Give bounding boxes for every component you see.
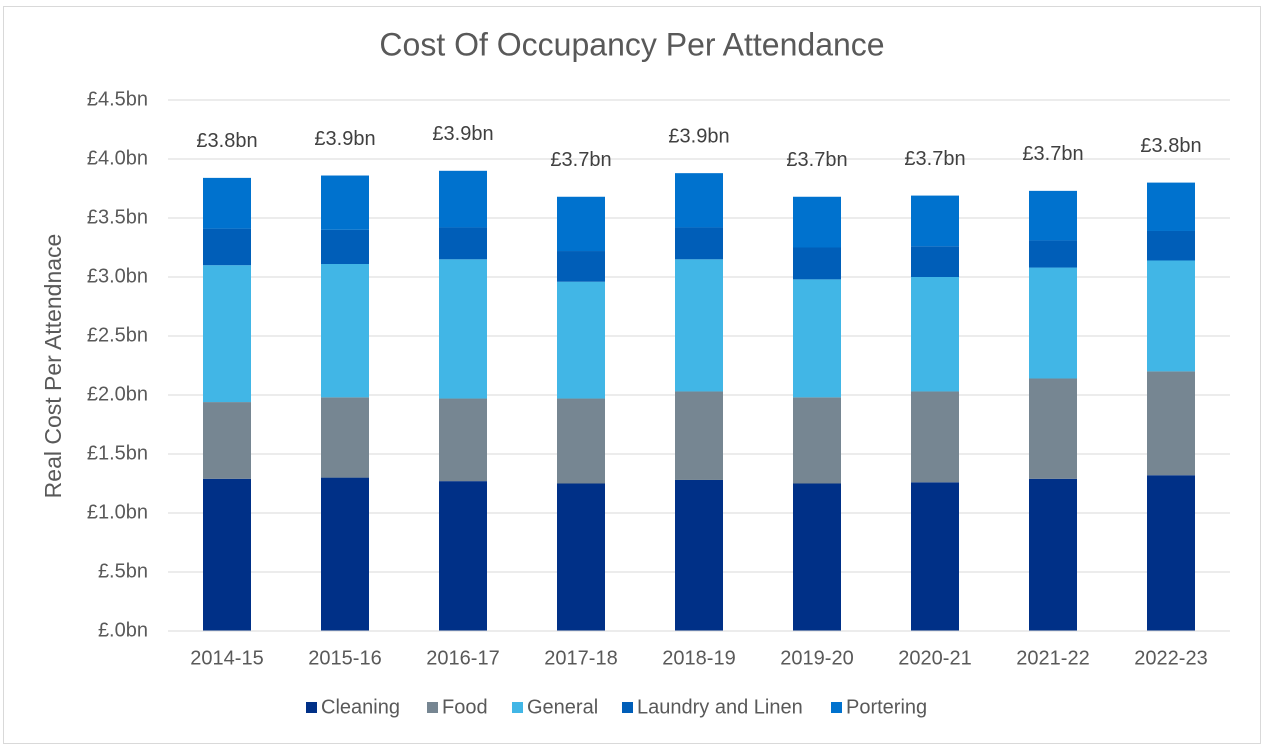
total-label: £3.8bn (196, 130, 257, 152)
bar-segment (911, 391, 959, 483)
bar-segment (911, 277, 959, 392)
legend-swatch (831, 702, 842, 713)
y-tick-label: £.5bn (98, 560, 148, 582)
total-label: £3.7bn (904, 148, 965, 170)
bar-segment (675, 479, 723, 631)
y-tick-label: £1.0bn (87, 501, 148, 523)
bar-segment (1147, 260, 1195, 372)
legend-label: Laundry and Linen (637, 696, 803, 718)
bar-segment (1147, 182, 1195, 231)
y-tick-label: £4.5bn (87, 88, 148, 110)
bar-segment (1029, 267, 1077, 379)
bar-segment (911, 482, 959, 631)
bar-segment (793, 483, 841, 631)
bar-segment (321, 229, 369, 265)
bar-segment (793, 247, 841, 280)
bar-segment (439, 170, 487, 228)
bar-segment (557, 483, 605, 631)
y-tick-label: £1.5bn (87, 442, 148, 464)
bar-segment (675, 391, 723, 480)
total-label: £3.9bn (668, 125, 729, 147)
y-tick-label: £3.0bn (87, 265, 148, 287)
x-tick-label: 2017-18 (544, 647, 617, 669)
bar-segment (1029, 240, 1077, 268)
y-tick-label: £2.0bn (87, 383, 148, 405)
bar-segment (1029, 378, 1077, 479)
x-tick-label: 2015-16 (308, 647, 381, 669)
bar-segment (321, 264, 369, 398)
total-label: £3.9bn (432, 123, 493, 145)
x-tick-label: 2020-21 (898, 647, 971, 669)
legend-swatch (622, 702, 633, 713)
bar-segment (1147, 475, 1195, 631)
bar-segment (203, 228, 251, 266)
bar-segment (439, 481, 487, 631)
bar-segment (793, 279, 841, 398)
bar-segment (793, 196, 841, 248)
total-label: £3.8bn (1140, 135, 1201, 157)
bar-segment (439, 398, 487, 482)
bar-segment (793, 397, 841, 484)
bar-segment (557, 251, 605, 282)
bar-segment (557, 196, 605, 252)
legend-swatch (306, 702, 317, 713)
legend-swatch (512, 702, 523, 713)
x-tick-label: 2021-22 (1016, 647, 1089, 669)
y-tick-label: £.0bn (98, 619, 148, 641)
bar-segment (203, 402, 251, 479)
x-tick-label: 2022-23 (1134, 647, 1207, 669)
x-tick-label: 2016-17 (426, 647, 499, 669)
total-label: £3.9bn (314, 128, 375, 150)
bar-segment (675, 227, 723, 260)
bar-segment (439, 259, 487, 399)
y-axis-label: Real Cost Per Attendnace (40, 234, 66, 499)
total-label: £3.7bn (786, 149, 847, 171)
total-label: £3.7bn (1022, 143, 1083, 165)
bar-segment (321, 477, 369, 631)
legend-label: Portering (846, 696, 927, 718)
bar-segment (911, 246, 959, 277)
y-tick-label: £3.5bn (87, 206, 148, 228)
bar-segment (321, 175, 369, 230)
bar-segment (557, 398, 605, 484)
bar-segment (911, 195, 959, 247)
legend-label: General (527, 696, 598, 718)
total-label: £3.7bn (550, 149, 611, 171)
bar-segment (1029, 190, 1077, 241)
y-tick-label: £2.5bn (87, 324, 148, 346)
legend-label: Food (442, 696, 488, 718)
bar-segment (1029, 478, 1077, 631)
bar-segment (203, 478, 251, 631)
x-tick-label: 2018-19 (662, 647, 735, 669)
y-tick-label: £4.0bn (87, 147, 148, 169)
x-tick-label: 2014-15 (190, 647, 263, 669)
bar-segment (675, 173, 723, 228)
bar-segment (321, 397, 369, 478)
bar-segment (557, 281, 605, 399)
bar-segment (439, 227, 487, 260)
bar-segment (203, 177, 251, 229)
bar-segment (1147, 230, 1195, 261)
bar-segment (203, 265, 251, 403)
x-tick-label: 2019-20 (780, 647, 853, 669)
legend-swatch (427, 702, 438, 713)
legend-label: Cleaning (321, 696, 400, 718)
chart-title: Cost Of Occupancy Per Attendance (379, 26, 884, 62)
bar-segment (1147, 371, 1195, 476)
bar-segment (675, 259, 723, 392)
